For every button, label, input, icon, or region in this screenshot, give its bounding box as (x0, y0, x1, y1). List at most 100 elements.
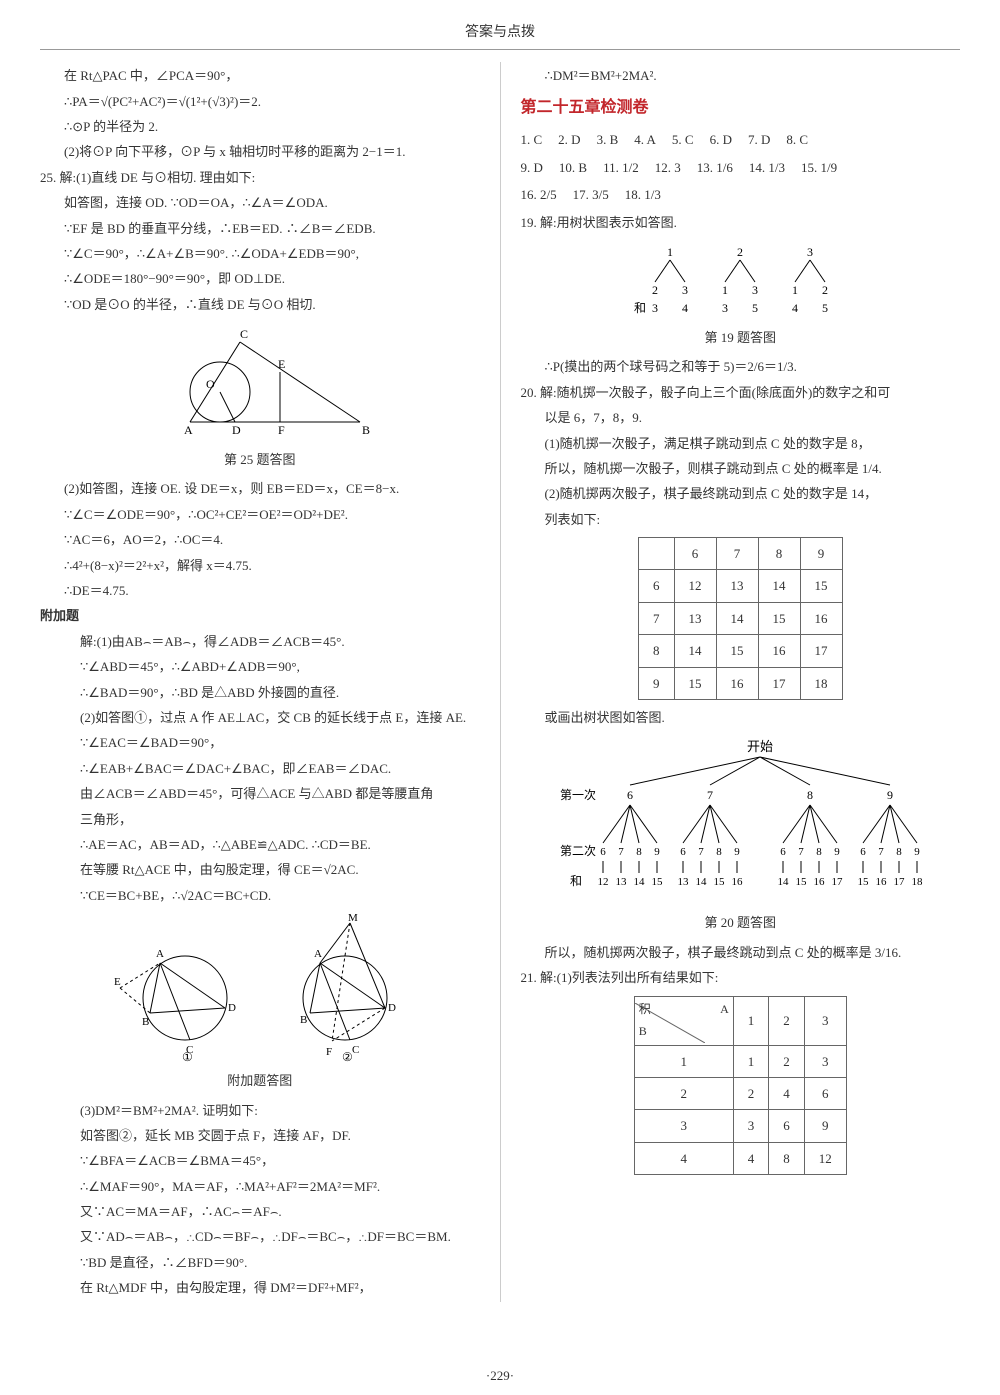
chapter-25-title: 第二十五章检测卷 (521, 94, 961, 123)
text-line: 由∠ACB＝∠ABD＝45°，可得△ACE 与△ABD 都是等腰直角 (40, 782, 480, 805)
svg-text:和: 和 (570, 874, 582, 888)
svg-text:开始: 开始 (747, 739, 773, 754)
q25-heading: 25. 解:(1)直线 DE 与⊙相切. 理由如下: (40, 166, 480, 189)
svg-text:3: 3 (652, 301, 658, 315)
text-line: ∴AE＝AC，AB＝AD，∴△ABE≌△ADC. ∴CD＝BE. (40, 833, 480, 856)
svg-text:13: 13 (616, 876, 628, 888)
svg-text:14: 14 (634, 876, 646, 888)
svg-text:15: 15 (652, 876, 664, 888)
svg-text:8: 8 (637, 846, 643, 858)
svg-text:D: D (232, 423, 241, 437)
svg-text:B: B (362, 423, 370, 437)
table-20: 6789612131415713141516814151617915161718 (638, 537, 843, 700)
svg-text:E: E (114, 976, 121, 988)
text-line: (2)将⊙P 向下平移，⊙P 与 x 轴相切时平移的距离为 2−1＝1. (40, 140, 480, 163)
column-divider (500, 62, 501, 1301)
svg-text:9: 9 (735, 846, 741, 858)
svg-text:7: 7 (619, 846, 625, 858)
text-line: 又∵AD⌢＝AB⌢，∴CD⌢＝BF⌢，∴DF⌢＝BC⌢，∴DF＝BC＝BM. (40, 1225, 480, 1248)
svg-text:A: A (156, 948, 164, 960)
answer-item: 13. 1/6 (697, 156, 733, 179)
answers-row-3: 16. 2/517. 3/518. 1/3 (521, 183, 961, 206)
svg-text:9: 9 (887, 788, 893, 802)
svg-text:16: 16 (814, 876, 826, 888)
svg-text:14: 14 (778, 876, 790, 888)
svg-text:2: 2 (737, 245, 743, 259)
text-line: ∴∠ODE＝180°−90°＝90°，即 OD⊥DE. (40, 267, 480, 290)
svg-text:B: B (300, 1014, 307, 1026)
text-line: ∴PA＝√(PC²+AC²)＝√(1²+(√3)²)＝2. (40, 90, 480, 113)
figure-25: C E A D F B O (140, 322, 380, 442)
svg-text:8: 8 (807, 788, 813, 802)
svg-text:6: 6 (681, 846, 687, 858)
answer-item: 7. D (748, 128, 770, 151)
svg-text:9: 9 (835, 846, 841, 858)
svg-text:②: ② (342, 1050, 353, 1063)
text-line: (2)如答图①，过点 A 作 AE⊥AC，交 CB 的延长线于点 E，连接 AE… (40, 706, 480, 729)
svg-text:F: F (326, 1046, 332, 1058)
svg-text:16: 16 (876, 876, 888, 888)
text-line: ∴∠BAD＝90°，∴BD 是△ABD 外接圆的直径. (40, 681, 480, 704)
figure-19-caption: 第 19 题答图 (521, 326, 961, 349)
svg-text:3: 3 (682, 283, 688, 297)
svg-text:7: 7 (879, 846, 885, 858)
answer-item: 14. 1/3 (749, 156, 785, 179)
text-line: ∵OD 是⊙O 的半径，∴直线 DE 与⊙O 相切. (40, 293, 480, 316)
text-line: 在 Rt△PAC 中，∠PCA＝90°， (40, 64, 480, 87)
text-line: 所以，随机掷一次骰子，则棋子跳动到点 C 处的概率是 1/4. (521, 457, 961, 480)
svg-text:7: 7 (707, 788, 713, 802)
text-line: 在 Rt△MDF 中，由勾股定理，得 DM²＝DF²+MF²， (40, 1276, 480, 1299)
text-line: 三角形， (40, 808, 480, 831)
answer-item: 4. A (634, 128, 656, 151)
text-line: ∴P(摸出的两个球号码之和等于 5)＝2/6＝1/3. (521, 355, 961, 378)
text-line: ∵∠EAC＝∠BAD＝90°， (40, 731, 480, 754)
right-column: ∴DM²＝BM²+2MA². 第二十五章检测卷 1. C2. D3. B4. A… (521, 62, 961, 1301)
text-line: ∵∠C＝90°，∴∠A+∠B＝90°. ∴∠ODA+∠EDB＝90°, (40, 242, 480, 265)
svg-text:D: D (388, 1002, 396, 1014)
svg-text:6: 6 (781, 846, 787, 858)
page: 答案与点拨 在 Rt△PAC 中，∠PCA＝90°， ∴PA＝√(PC²+AC²… (0, 0, 1000, 1395)
text-line: (1)随机掷一次骰子，满足棋子跳动到点 C 处的数字是 8， (521, 432, 961, 455)
answer-item: 1. C (521, 128, 543, 151)
text-line: 如答图，连接 OD. ∵OD＝OA，∴∠A＝∠ODA. (40, 191, 480, 214)
svg-text:6: 6 (627, 788, 633, 802)
text-line: 以是 6，7，8，9. (521, 406, 961, 429)
svg-text:6: 6 (601, 846, 607, 858)
svg-text:C: C (352, 1044, 359, 1056)
svg-text:7: 7 (699, 846, 705, 858)
svg-text:C: C (240, 327, 248, 341)
svg-text:2: 2 (652, 283, 658, 297)
svg-text:A: A (314, 948, 322, 960)
q21-heading: 21. 解:(1)列表法列出所有结果如下: (521, 966, 961, 989)
text-line: ∴⊙P 的半径为 2. (40, 115, 480, 138)
svg-text:和: 和 (634, 301, 646, 315)
svg-text:B: B (142, 1016, 149, 1028)
answer-item: 18. 1/3 (625, 183, 661, 206)
svg-text:1: 1 (667, 245, 673, 259)
q19-heading: 19. 解:用树状图表示如答图. (521, 211, 961, 234)
svg-text:8: 8 (897, 846, 903, 858)
figure-20-caption: 第 20 题答图 (521, 911, 961, 934)
q20-heading: 20. 解:随机掷一次骰子，骰子向上三个面(除底面外)的数字之和可 (521, 381, 961, 404)
svg-text:F: F (278, 423, 285, 437)
left-column: 在 Rt△PAC 中，∠PCA＝90°， ∴PA＝√(PC²+AC²)＝√(1²… (40, 62, 480, 1301)
svg-text:E: E (278, 357, 285, 371)
svg-text:8: 8 (717, 846, 723, 858)
figure-extra: A E B C D ① M A B F C (100, 913, 420, 1063)
svg-text:2: 2 (822, 283, 828, 297)
svg-text:M: M (348, 913, 358, 924)
figure-extra-caption: 附加题答图 (40, 1069, 480, 1092)
answers-row-1: 1. C2. D3. B4. A5. C6. D7. D8. C (521, 128, 961, 151)
svg-text:D: D (228, 1002, 236, 1014)
svg-text:12: 12 (598, 876, 609, 888)
text-line: ∵∠BFA＝∠ACB＝∠BMA＝45°， (40, 1149, 480, 1172)
svg-text:16: 16 (732, 876, 744, 888)
extra-title: 附加题 (40, 604, 480, 627)
figure-19-tree: 123342133531425和 (610, 240, 870, 320)
answer-item: 8. C (786, 128, 808, 151)
text-line: 所以，随机掷两次骰子，棋子最终跳动到点 C 处的概率是 3/16. (521, 941, 961, 964)
text-line: ∵AC＝6，AO＝2，∴OC＝4. (40, 528, 480, 551)
figure-20-tree: 开始第一次第二次和6612713814915761371481591686147… (530, 735, 950, 905)
text-line: (3)DM²＝BM²+2MA². 证明如下: (40, 1099, 480, 1122)
answer-item: 16. 2/5 (521, 183, 557, 206)
